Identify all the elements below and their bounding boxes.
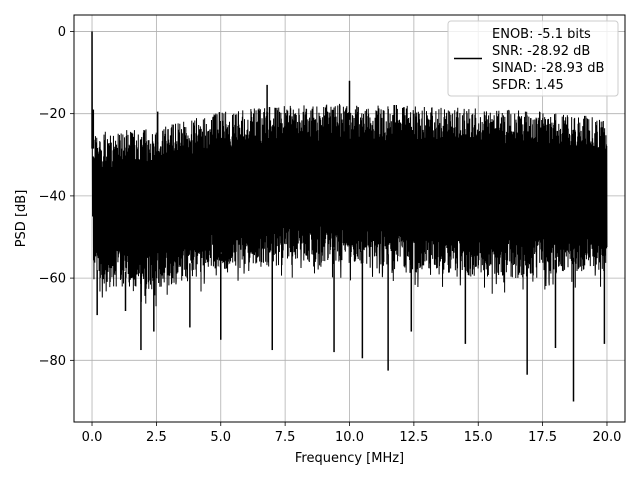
y-tick-label: −60 xyxy=(39,272,66,287)
x-tick-label: 7.5 xyxy=(275,430,296,445)
y-axis-title: PSD [dB] xyxy=(14,190,29,248)
legend: ENOB: -5.1 bits SNR: -28.92 dB SINAD: -2… xyxy=(447,20,619,97)
legend-snr: SNR: -28.92 dB xyxy=(492,44,590,59)
y-tick-label: −20 xyxy=(39,107,66,122)
x-tick-label: 5.0 xyxy=(210,430,231,445)
ticks: 0.0 2.5 5.0 7.5 10.0 12.5 15.0 17.5 20.0 0 −20 −40 −… xyxy=(39,25,622,445)
x-tick-label: 0.0 xyxy=(82,430,103,445)
x-tick-label: 15.0 xyxy=(464,430,493,445)
psd-series xyxy=(91,31,608,402)
y-tick-label: −40 xyxy=(39,189,66,204)
y-tick-label: −80 xyxy=(39,354,66,369)
x-tick-label: 20.0 xyxy=(593,430,622,445)
x-tick-label: 10.0 xyxy=(335,430,364,445)
legend-sfdr: SFDR: 1.45 xyxy=(492,78,564,93)
x-tick-label: 17.5 xyxy=(528,430,557,445)
x-axis-title: Frequency [MHz] xyxy=(295,451,404,466)
y-tick-label: 0 xyxy=(58,25,66,40)
legend-enob: ENOB: -5.1 bits xyxy=(492,27,591,42)
x-tick-label: 2.5 xyxy=(146,430,167,445)
legend-sinad: SINAD: -28.93 dB xyxy=(492,61,604,76)
x-tick-label: 12.5 xyxy=(399,430,428,445)
legend-box xyxy=(447,20,619,97)
psd-noise-trace xyxy=(91,31,608,307)
